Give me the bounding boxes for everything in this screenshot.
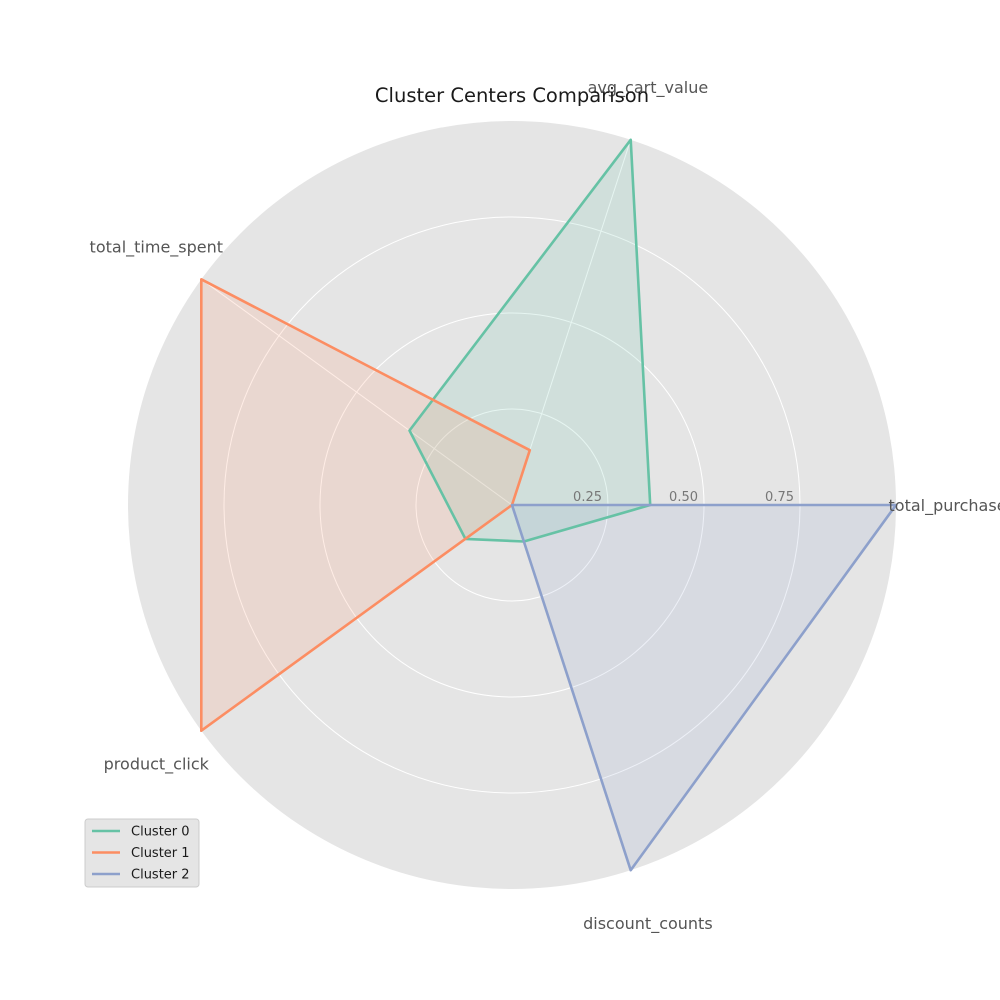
axis-label-avg-cart-value: avg_cart_value xyxy=(588,78,709,98)
series-line-cluster-0 xyxy=(408,138,652,543)
series-fill-cluster-1 xyxy=(201,279,530,731)
axis-label-discount-counts: discount_counts xyxy=(583,914,713,934)
grid-spoke xyxy=(201,278,513,506)
series-fill-cluster-0 xyxy=(409,139,651,542)
chart-title: Cluster Centers Comparison xyxy=(375,84,649,107)
legend-label-cluster-1: Cluster 1 xyxy=(131,846,190,861)
legend: Cluster 0 Cluster 1 Cluster 2 xyxy=(84,818,200,888)
axis-label-product-click: product_click xyxy=(104,754,210,774)
radial-tick-label: 0.50 xyxy=(669,490,698,505)
series-line-cluster-1 xyxy=(200,277,532,733)
axis-label-total-purchases: total_purchases xyxy=(889,496,1000,516)
legend-label-cluster-0: Cluster 0 xyxy=(131,825,190,840)
radial-tick-labels: 0.25 0.50 0.75 xyxy=(573,490,794,505)
radial-tick-label: 0.75 xyxy=(765,490,794,505)
radial-tick-label: 0.25 xyxy=(573,490,602,505)
grid-spoke xyxy=(511,139,632,506)
series-layer xyxy=(200,138,898,872)
axis-labels: total_purchases avg_cart_value total_time_… xyxy=(90,78,1000,934)
legend-box xyxy=(84,818,200,888)
legend-label-cluster-2: Cluster 2 xyxy=(131,868,190,883)
axis-label-total-time-spent: total_time_spent xyxy=(90,238,223,258)
series-line-cluster-2 xyxy=(510,503,898,872)
series-fill-cluster-2 xyxy=(512,505,896,871)
